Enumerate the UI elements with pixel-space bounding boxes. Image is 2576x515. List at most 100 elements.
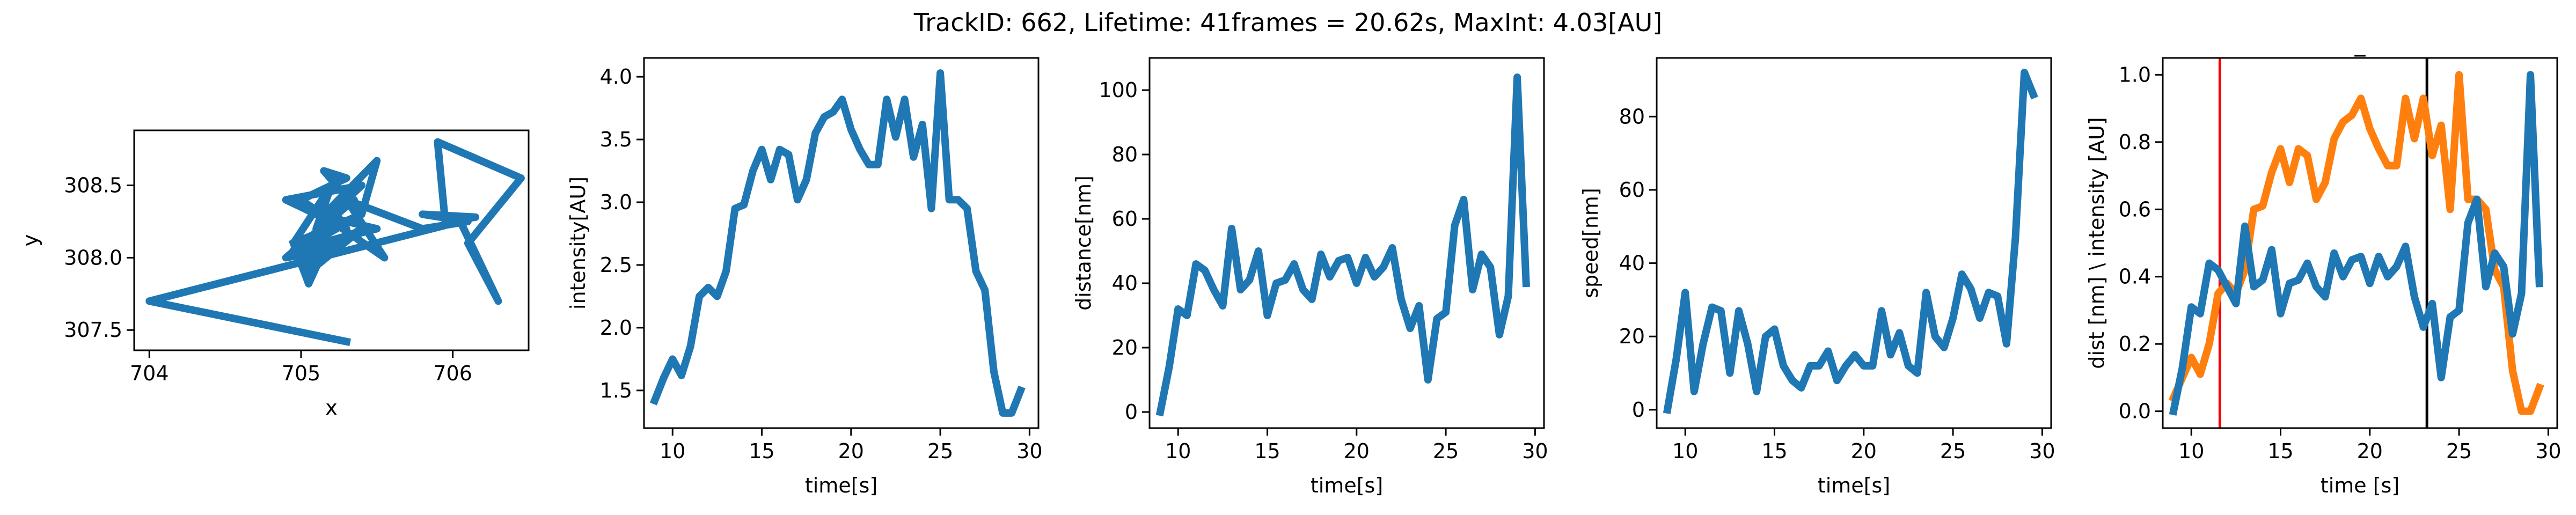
series-1-point <box>690 345 691 347</box>
x-axis-label: time[s] <box>1311 474 1383 497</box>
series-1-point <box>1765 336 1766 337</box>
series-1-point <box>984 289 986 291</box>
series-1-point <box>1231 228 1232 229</box>
series-1-point <box>346 235 347 237</box>
series-2-point <box>2423 98 2424 99</box>
series-1-point <box>1213 289 1214 290</box>
series-1-point <box>2512 333 2513 335</box>
series-1-point <box>331 206 332 208</box>
series-1-point <box>2530 74 2531 76</box>
series-1-point <box>2405 246 2406 247</box>
chart-panel-1: 704 705 706 307.5 308.0 308.5 x y <box>19 129 530 420</box>
series-1-point <box>1845 365 1847 366</box>
series-1-point <box>1204 270 1206 271</box>
series-1-line <box>1155 73 1530 417</box>
series-2-point <box>2324 182 2326 183</box>
series-2-point <box>2218 293 2219 295</box>
series-1-point <box>346 178 347 179</box>
chart-panels: 704 705 706 307.5 308.0 308.5 x y 10 15 20 25 30 1.5 2… <box>19 32 2562 497</box>
series-1-point <box>361 228 363 230</box>
series-1-point <box>2423 326 2424 328</box>
series-2-point <box>2467 198 2469 200</box>
series-1-point <box>292 249 294 251</box>
series-2-point <box>2396 165 2397 166</box>
series-1-point <box>1738 310 1739 312</box>
series-2-point <box>2405 98 2406 99</box>
series-1-point <box>1338 260 1340 261</box>
series-1-point <box>1827 350 1829 352</box>
y-tick-label: 3.0 <box>600 190 632 214</box>
series-2-point <box>2521 410 2522 412</box>
series-1-point <box>2503 266 2505 267</box>
series-1-point <box>868 164 870 165</box>
y-tick-label: 0 <box>1125 400 1138 424</box>
series-1-point <box>2316 286 2317 288</box>
series-2-point <box>2530 410 2531 412</box>
series-1-point <box>2244 225 2245 227</box>
series-1-point <box>2199 313 2201 314</box>
series-1-point <box>1481 254 1482 255</box>
series-1-point <box>1934 336 1936 337</box>
y-tick-label: 20 <box>1619 325 1645 348</box>
series-1-point <box>459 220 461 222</box>
y-tick-label: 2.0 <box>600 316 632 340</box>
series-1-point <box>467 242 469 244</box>
series-1-point <box>770 179 772 180</box>
series-1-point <box>497 300 499 302</box>
series-1-point <box>1257 251 1259 252</box>
y-tick-label: 100 <box>1099 78 1138 102</box>
series-1-point <box>859 149 861 150</box>
x-tick-label: 20 <box>1344 439 1370 463</box>
series-1-point <box>1382 267 1384 268</box>
series-2-point <box>2333 138 2335 139</box>
series-1-point <box>841 99 843 100</box>
x-tick-label: 25 <box>1940 439 1966 463</box>
series-1-point <box>2182 367 2183 369</box>
series-1-point <box>444 220 446 222</box>
series-1-point <box>1365 257 1366 258</box>
series-1-line <box>2169 71 2543 416</box>
series-1-point <box>1685 292 1686 293</box>
series-1-point <box>1810 365 1811 366</box>
y-tick-label: 4.0 <box>600 65 632 89</box>
y-axis-label: dist [nm] \ intensity [AU] <box>2085 117 2109 369</box>
series-1-point <box>2387 276 2389 277</box>
x-tick-label: 20 <box>1851 439 1877 463</box>
series-1-point <box>2271 249 2272 251</box>
x-tick-label: 10 <box>660 439 685 463</box>
series-1-point <box>2218 269 2219 271</box>
y-tick-label: 0.2 <box>2119 332 2151 356</box>
x-tick-label: 20 <box>2357 439 2383 463</box>
y-tick-label: 2.5 <box>600 253 632 277</box>
series-1-point <box>1400 299 1402 300</box>
series-1-point <box>2280 313 2281 314</box>
y-tick-label: 0.8 <box>2119 130 2151 154</box>
series-1-point <box>1961 274 1963 275</box>
series-1-point <box>346 341 347 342</box>
series-2-point <box>2538 387 2540 388</box>
series-1-point <box>1836 380 1838 381</box>
series-1-point <box>1952 318 1954 319</box>
series-1-point <box>1240 289 1241 290</box>
series-1-point <box>1801 387 1802 388</box>
series-1-point <box>1186 315 1188 316</box>
series-1-point <box>725 270 727 272</box>
series-1-point <box>2458 310 2460 311</box>
series-1-point <box>2369 283 2370 284</box>
series-1-point <box>850 129 852 130</box>
series-1-point <box>1427 379 1429 380</box>
series-1-point <box>734 208 736 209</box>
series-1-point <box>308 271 310 273</box>
series-1-point <box>300 199 302 201</box>
series-2-point <box>2307 154 2308 156</box>
series-2-point <box>2351 114 2353 116</box>
series-1-point <box>300 264 302 266</box>
series-1-point <box>788 154 789 156</box>
series-1-point <box>2333 252 2335 254</box>
series-1-point <box>1302 289 1304 290</box>
series-1-point <box>1979 318 1980 319</box>
series-1-point <box>1881 310 1883 312</box>
series-2-point <box>2191 357 2192 358</box>
series-2-point <box>2494 269 2496 271</box>
